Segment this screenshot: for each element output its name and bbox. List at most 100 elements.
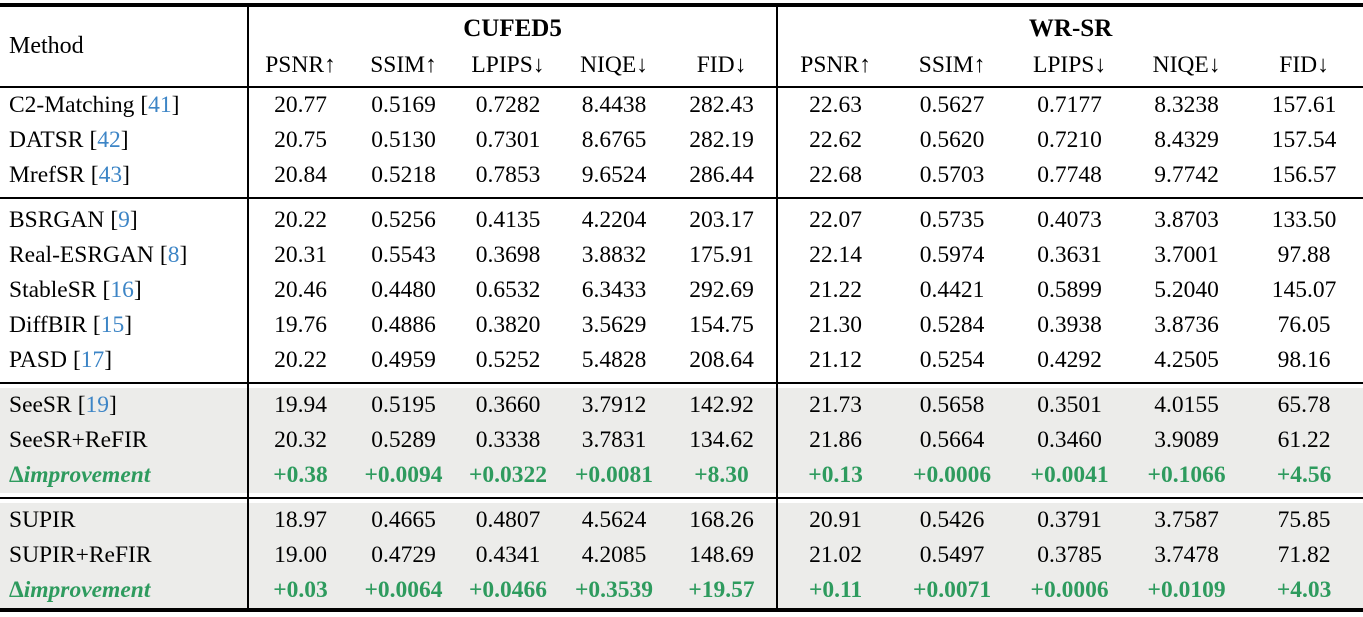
metric-value-cell: 0.5426 (893, 503, 1012, 538)
method-name: DiffBIR (9, 312, 87, 338)
metric-value-cell: 20.22 (247, 203, 352, 238)
metric-value-cell: 142.92 (667, 388, 778, 423)
citation-number: 19 (85, 392, 110, 418)
metric-value-cell: 9.7742 (1154, 162, 1219, 188)
metric-value-cell: 8.4329 (1154, 127, 1219, 153)
metric-value-cell: 0.5289 (352, 423, 455, 458)
metric-value-cell: +0.03 (247, 573, 352, 610)
metric-value-cell: 0.5284 (919, 312, 985, 338)
metric-value-cell: 0.5497 (893, 538, 1012, 573)
metric-value-cell: 3.7831 (561, 423, 667, 458)
table-row: DiffBIR [15] 19.76 0.4886 0.3820 3.5629 154.75… (0, 308, 1363, 343)
metric-value-cell: 20.91 (776, 503, 894, 538)
citation-number: 17 (80, 347, 105, 373)
metric-value-cell: +0.0109 (1128, 573, 1246, 610)
method-cell: DATSR [42] (0, 123, 248, 158)
metric-value-cell: 0.7853 (475, 162, 541, 188)
metric-value-cell: 3.9089 (1128, 423, 1246, 458)
metric-value-cell: 3.8703 (1154, 207, 1219, 233)
citation-number: 41 (148, 92, 172, 118)
method-name: C2-Matching (9, 92, 135, 118)
row-group-2: SeeSR [19] 19.94 0.5195 0.3660 3.7912 142.92 21… (0, 388, 1363, 493)
section-rule-row (0, 493, 1363, 503)
table-row: BSRGAN [9] 20.22 0.5256 0.4135 4.2204 203.17 22… (0, 203, 1363, 238)
metric-value-cell: 0.5620 (919, 127, 985, 153)
section-rule-segment (0, 493, 248, 503)
metric-value-cell: 0.5735 (919, 207, 985, 233)
metric-header-ssim-wrsr: SSIM↑ (893, 44, 1012, 88)
section-rule (0, 193, 1363, 203)
metric-value-cell: 75.85 (1245, 503, 1363, 538)
metric-value-cell: 0.3631 (1037, 242, 1102, 268)
metric-value-cell: 282.19 (689, 127, 754, 153)
section-rule (0, 493, 1363, 503)
dataset-header-row: Method CUFED5 WR-SR (0, 5, 1363, 88)
citation-bracket: [ (110, 207, 119, 233)
section-rule (0, 378, 1363, 388)
metric-value-cell: 148.69 (667, 538, 778, 573)
citation-bracket: ] (109, 392, 117, 418)
metric-value-cell: +0.0006 (1011, 573, 1129, 610)
metric-value-cell: 0.5195 (352, 388, 455, 423)
row-group-3: SUPIR 18.97 0.4665 0.4807 4.5624 168.26 20.91 0… (0, 503, 1363, 610)
table-row: Real-ESRGAN [8] 20.31 0.5543 0.3698 3.8832 175… (0, 238, 1363, 273)
metric-value-cell: 98.16 (1277, 347, 1331, 373)
method-name: MrefSR (9, 162, 85, 188)
citation-bracket: ] (171, 92, 180, 118)
method-cell: DiffBIR [15] (0, 308, 248, 343)
metric-value-cell: 0.3698 (475, 242, 541, 268)
section-rule-segment (776, 193, 1363, 203)
section-rule-segment (246, 493, 778, 503)
metric-header-fid-cufed5: FID↓ (667, 44, 778, 88)
metric-header-lpips-cufed5: LPIPS↓ (455, 44, 561, 88)
metric-header-lpips-wrsr: LPIPS↓ (1011, 44, 1129, 88)
metric-value-cell: 208.64 (689, 347, 754, 373)
metric-value-cell: 18.97 (247, 503, 352, 538)
metric-value-cell: +0.0081 (561, 458, 667, 493)
metric-value-cell: 8.4438 (581, 92, 647, 118)
metric-value-cell: 22.68 (776, 158, 894, 193)
metric-value-cell: 20.31 (247, 238, 352, 273)
metric-value-cell: 71.82 (1245, 538, 1363, 573)
metric-header-psnr-cufed5: PSNR↑ (247, 44, 352, 88)
metric-value-cell: 3.8832 (581, 242, 647, 268)
metric-value-cell: 0.3338 (455, 423, 561, 458)
metric-value-cell: 4.2505 (1154, 347, 1219, 373)
metric-value-cell: 3.7478 (1128, 538, 1246, 573)
metric-header-niqe-cufed5: NIQE↓ (561, 44, 667, 88)
table-row: SeeSR [19] 19.94 0.5195 0.3660 3.7912 142.92 21… (0, 388, 1363, 423)
metric-value-cell: 20.32 (247, 423, 352, 458)
method-name: SUPIR+ReFIR (9, 542, 152, 568)
metric-value-cell: 76.05 (1277, 312, 1331, 338)
metric-value-cell: 22.62 (776, 123, 894, 158)
metric-value-cell: 0.5627 (919, 92, 985, 118)
method-name: SUPIR (9, 507, 76, 533)
metric-value-cell: 0.3938 (1037, 312, 1102, 338)
method-name: StableSR (9, 277, 97, 303)
method-cell: C2-Matching [41] (0, 87, 248, 123)
row-group-0: C2-Matching [41] 20.77 0.5169 0.7282 8.4438 28… (0, 87, 1363, 193)
metric-value-cell: 0.5658 (893, 388, 1012, 423)
table-row: Δimprovement +0.38 +0.0094 +0.0322 +0.0081 +8… (0, 458, 1363, 493)
metric-value-cell: +0.0071 (893, 573, 1012, 610)
metric-header-psnr-wrsr: PSNR↑ (776, 44, 894, 88)
section-rule-segment (0, 378, 248, 388)
delta-label: improvement (23, 577, 151, 603)
metric-value-cell: 168.26 (667, 503, 778, 538)
metric-value-cell: 0.4665 (352, 503, 455, 538)
metric-value-cell: +0.0466 (455, 573, 561, 610)
metric-value-cell: 21.22 (776, 273, 894, 308)
metric-value-cell: 133.50 (1271, 207, 1337, 233)
metric-value-cell: 22.07 (776, 203, 894, 238)
metric-value-cell: +0.0006 (893, 458, 1012, 493)
metric-value-cell: 6.3433 (581, 277, 647, 303)
citation-bracket: ] (179, 242, 188, 268)
citation-bracket: ] (104, 347, 113, 373)
citation-number: 8 (167, 242, 180, 268)
metric-value-cell: +0.3539 (561, 573, 667, 610)
table-row: SeeSR+ReFIR 20.32 0.5289 0.3338 3.7831 134.62… (0, 423, 1363, 458)
metric-value-cell: 5.4828 (581, 347, 647, 373)
metric-value-cell: +0.13 (776, 458, 894, 493)
method-cell: SeeSR [19] (0, 388, 248, 423)
metric-value-cell: 0.3660 (455, 388, 561, 423)
